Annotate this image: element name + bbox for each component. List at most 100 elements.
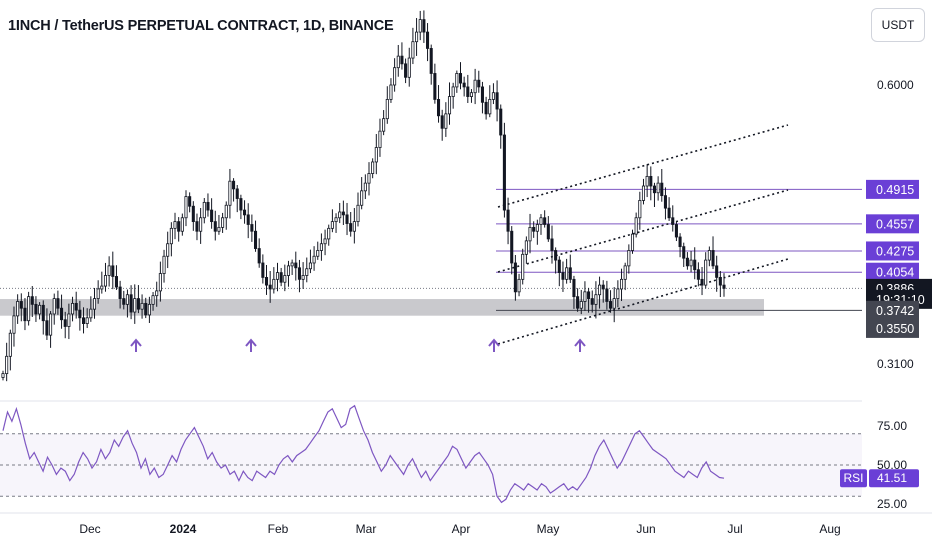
candle-body <box>301 275 305 280</box>
candle-body <box>92 298 97 310</box>
candle-body <box>572 278 576 298</box>
candle-body <box>45 320 49 336</box>
candle-body <box>38 304 42 315</box>
candle-body <box>389 84 393 100</box>
candle-body <box>330 221 334 229</box>
channel-line <box>497 189 789 273</box>
candle-body <box>140 302 144 310</box>
candle-body <box>334 217 338 223</box>
rsi-name-label: RSI <box>843 471 863 485</box>
candle-body <box>561 272 565 280</box>
candle-body <box>129 294 133 313</box>
candle-body <box>349 223 353 232</box>
candle-body <box>85 317 89 324</box>
candle-body <box>532 226 536 232</box>
candle-body <box>638 200 642 219</box>
candle-body <box>711 250 715 267</box>
candle-body <box>444 113 448 129</box>
candle-body <box>169 227 173 245</box>
candle-body <box>630 233 635 251</box>
support-zone <box>0 299 764 316</box>
rsi-axis-tick: 50.00 <box>877 458 907 472</box>
candle-body <box>5 355 9 375</box>
candle-body <box>323 238 327 245</box>
candle-body <box>682 246 686 259</box>
candle-body <box>510 230 514 264</box>
candle-body <box>180 217 184 232</box>
candle-body <box>440 115 444 129</box>
candle-body <box>495 92 499 110</box>
price-axis-tick: 0.6000 <box>877 78 914 92</box>
candle-body <box>550 238 554 251</box>
candle-body <box>162 255 166 274</box>
chart-title: 1INCH / TetherUS PERPETUAL CONTRACT, 1D,… <box>8 18 394 34</box>
candle-body <box>286 265 291 276</box>
candle-body <box>649 175 653 187</box>
candle-body <box>627 250 631 267</box>
currency-button[interactable]: USDT <box>871 8 925 42</box>
candle-body <box>667 207 671 219</box>
candle-body <box>210 209 214 223</box>
candle-body <box>8 332 12 357</box>
candle-body <box>685 257 689 267</box>
candle-body <box>418 19 422 33</box>
price-label-text: 0.4054 <box>876 266 914 280</box>
candle-body <box>206 201 210 211</box>
candle-body <box>557 259 561 274</box>
candle-body <box>199 217 203 232</box>
candle-body <box>239 198 243 211</box>
candle-body <box>345 214 349 224</box>
candle-body <box>382 118 386 132</box>
candle-body <box>275 272 280 280</box>
candle-body <box>290 262 294 267</box>
candle-body <box>338 211 342 219</box>
candle-body <box>360 190 364 206</box>
candle-body <box>356 204 360 223</box>
candle-body <box>195 221 199 232</box>
candle-body <box>641 185 646 201</box>
rsi-pane: RSI 41.51 75.00 50.00 25.00 <box>0 404 919 511</box>
candle-body <box>422 19 426 33</box>
time-axis-tick: Dec <box>79 522 100 536</box>
candle-body <box>279 272 283 283</box>
candle-body <box>473 79 477 94</box>
candle-body <box>243 209 247 216</box>
time-axis-tick: Feb <box>268 522 289 536</box>
candle-body <box>67 313 71 327</box>
candle-body <box>261 262 265 278</box>
candle-body <box>221 217 225 228</box>
candle-body <box>327 227 331 240</box>
candle-body <box>722 284 726 289</box>
candle-body <box>411 41 415 59</box>
candle-body <box>16 301 20 317</box>
time-axis-tick: 2024 <box>170 522 197 536</box>
candle-body <box>565 267 569 280</box>
candle-body <box>341 211 345 216</box>
candle-body <box>385 99 389 120</box>
time-axis-tick: Jul <box>727 522 742 536</box>
candle-body <box>447 96 452 115</box>
candle-body <box>612 298 616 309</box>
candle-body <box>462 82 466 88</box>
candle-body <box>700 278 704 286</box>
candle-body <box>704 259 708 286</box>
candle-body <box>12 315 16 334</box>
candle-body <box>404 63 408 78</box>
time-axis-tick: Jun <box>636 522 655 536</box>
candle-body <box>466 86 470 97</box>
candle-body <box>283 275 287 283</box>
time-axis: Dec 2024 Feb Mar Apr May Jun Jul Aug <box>79 522 840 536</box>
candles-layer <box>1 10 726 382</box>
price-axis-tick: 0.3100 <box>877 357 914 371</box>
candle-body <box>158 273 162 292</box>
price-label-text: 0.4275 <box>876 244 914 258</box>
candle-body <box>400 55 404 65</box>
up-arrow-icon <box>245 338 257 352</box>
candle-body <box>477 79 481 88</box>
candle-body <box>41 304 45 322</box>
candle-body <box>111 265 115 277</box>
candle-body <box>429 48 433 74</box>
candle-body <box>693 259 697 271</box>
channel-line <box>497 258 789 345</box>
